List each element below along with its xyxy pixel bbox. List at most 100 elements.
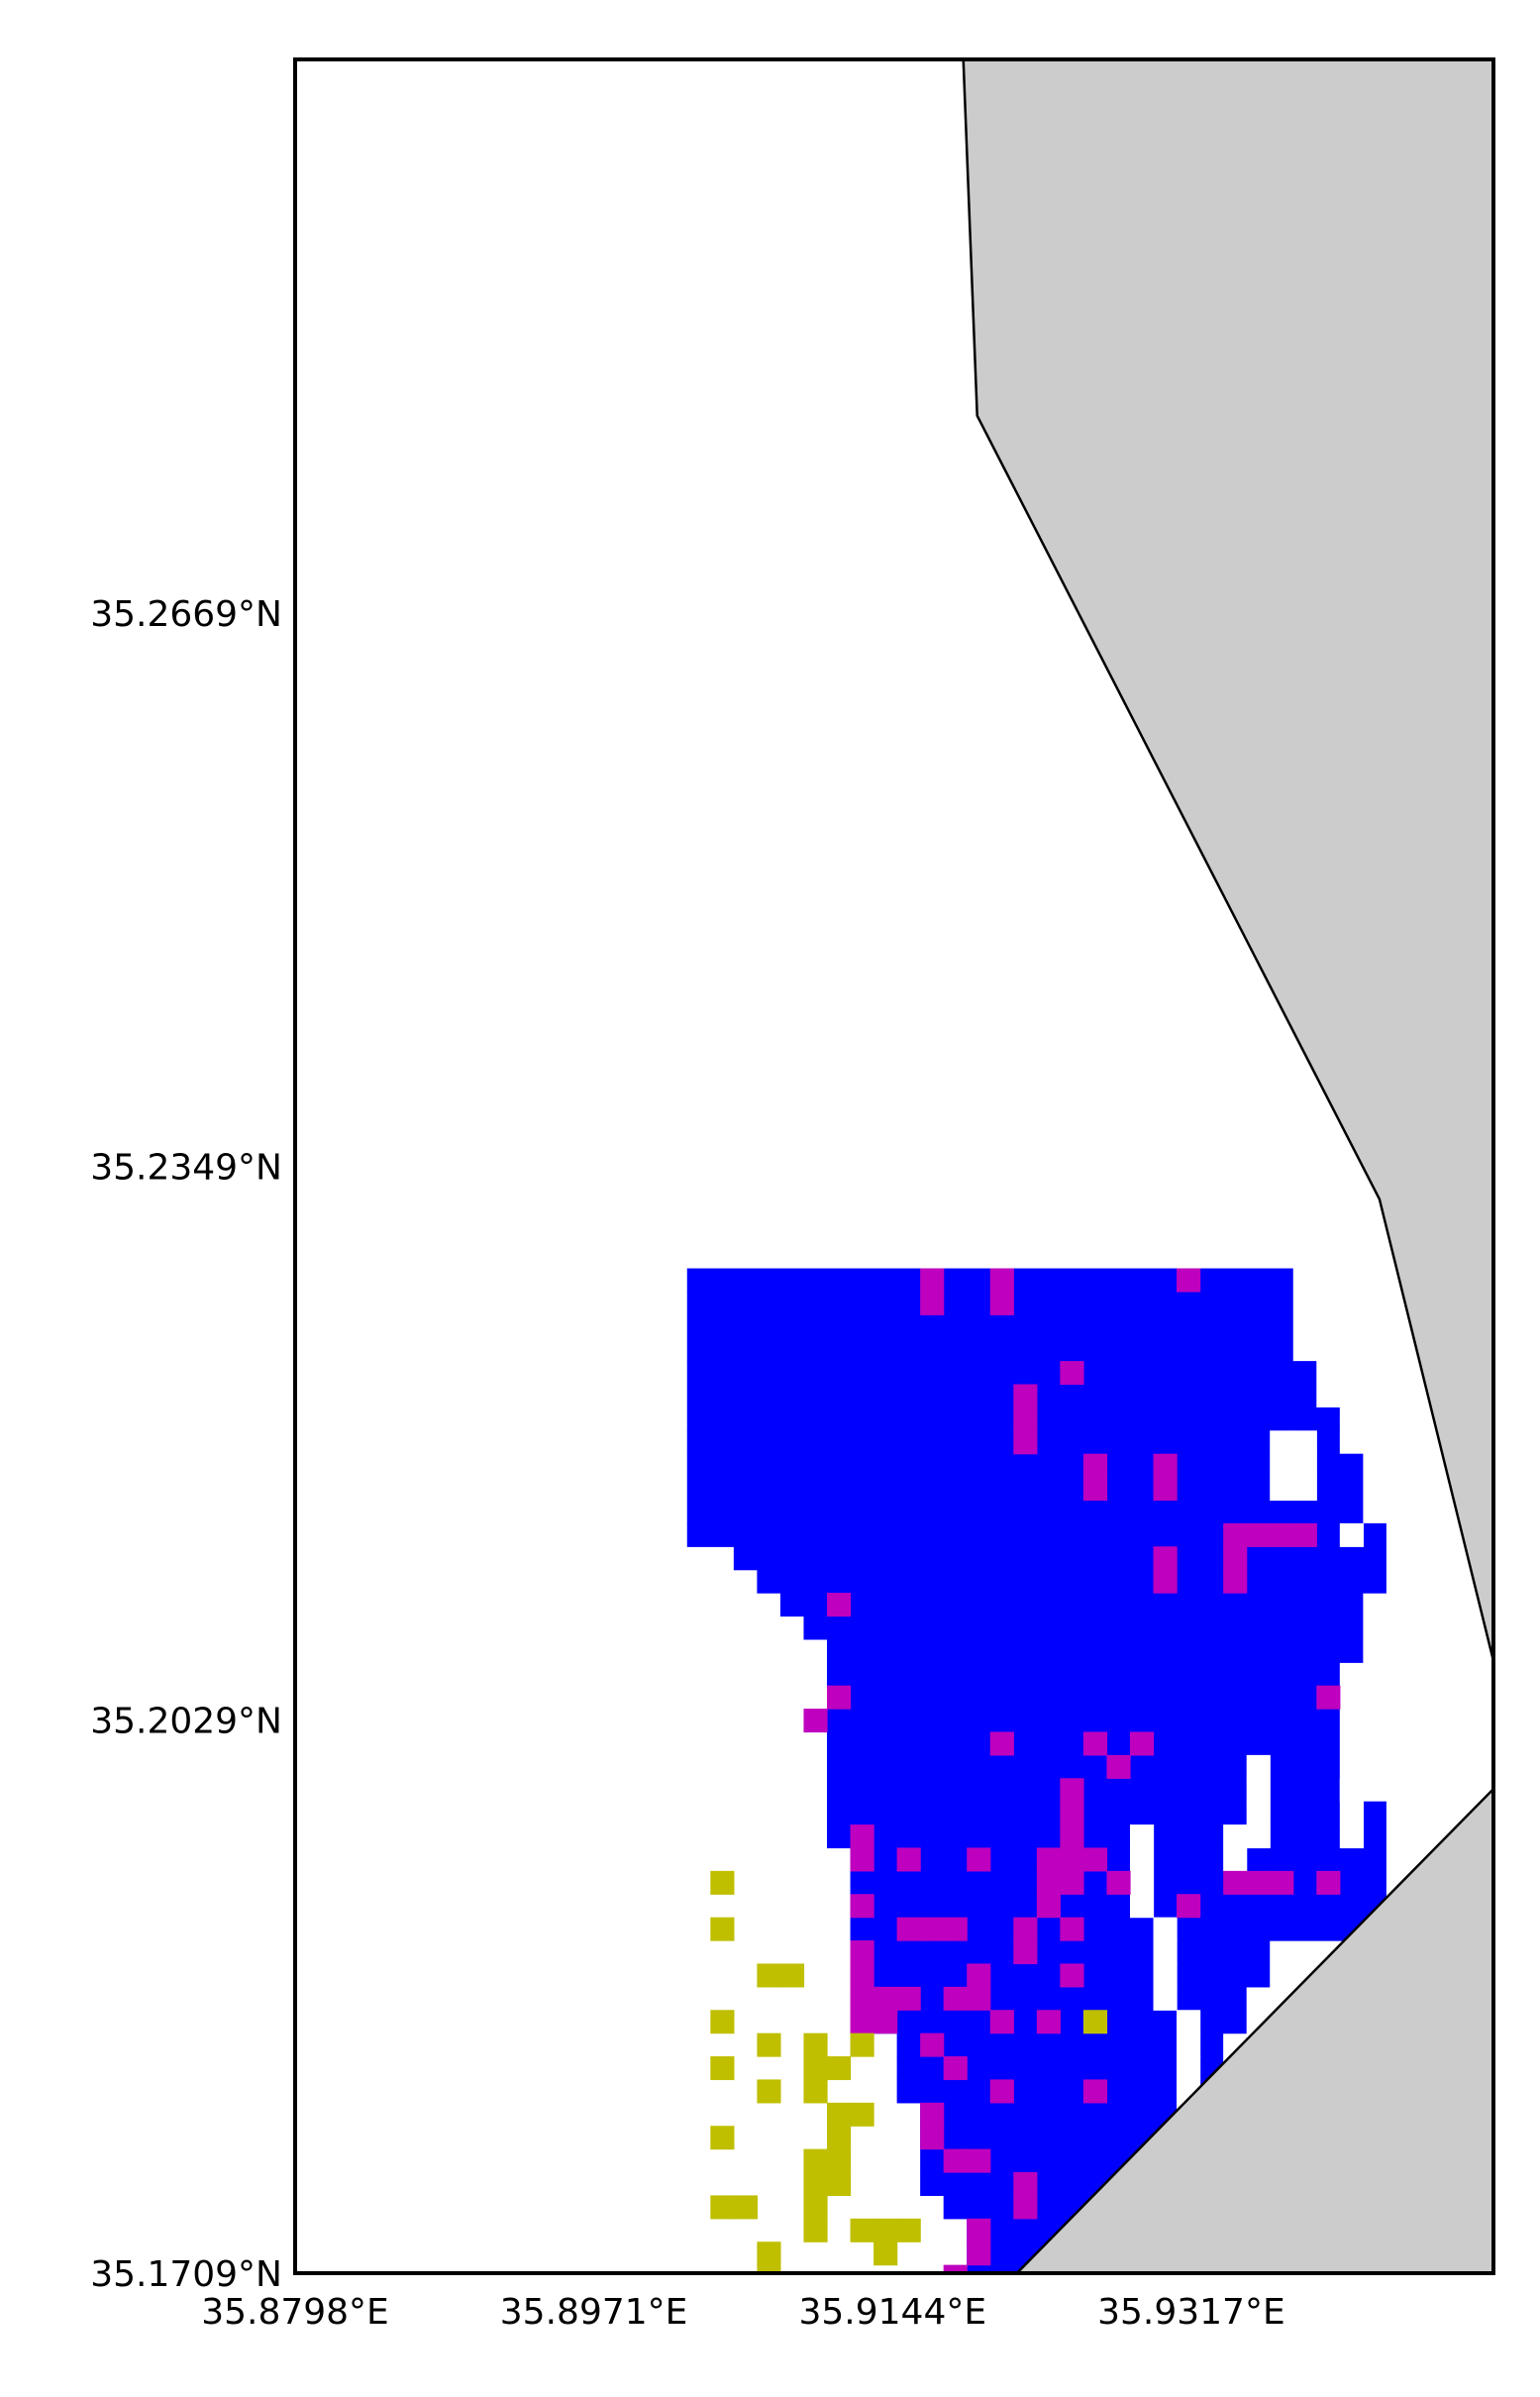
grid-cell-nodata: [1339, 1778, 1364, 1803]
grid-cell-nodata: [1153, 1963, 1178, 1988]
grid-cell-class-b: [1292, 1522, 1317, 1547]
grid-cell-class-b: [850, 1963, 874, 1988]
grid-row-class-a: [896, 2032, 1224, 2057]
grid-cell-class-c: [733, 2195, 758, 2220]
grid-cell-class-b: [1082, 2079, 1108, 2104]
grid-row-class-a: [686, 1337, 1293, 1362]
grid-cell-class-b: [873, 2010, 898, 2034]
grid-cell-class-c: [757, 2032, 781, 2057]
grid-row-class-a: [873, 1986, 1247, 2011]
grid-row-class-a: [827, 1824, 1386, 1849]
grid-cell-nodata: [1060, 2357, 1083, 2381]
grid-cell-class-b: [989, 2079, 1014, 2104]
grid-cell-nodata: [1246, 1754, 1271, 1779]
grid-cell-class-b: [967, 2218, 991, 2242]
grid-row-class-a: [686, 1453, 1364, 1478]
grid-cell-nodata: [1153, 1917, 1178, 1941]
grid-cell-class-b: [967, 1963, 991, 1988]
grid-cell-nodata: [1339, 1522, 1364, 1547]
grid-cell-class-c: [920, 2357, 944, 2381]
grid-cell-class-c: [803, 2148, 828, 2173]
grid-cell-class-b: [1060, 1778, 1084, 1803]
grid-cell-class-c: [827, 2172, 852, 2197]
grid-row-class-a: [827, 1662, 1340, 1687]
grid-cell-class-b: [850, 1894, 874, 1919]
grid-row-class-a: [827, 1685, 1340, 1710]
grid-cell-nodata: [1292, 1453, 1317, 1478]
grid-cell-nodata: [1292, 1477, 1317, 1502]
grid-row-class-a: [990, 2311, 1083, 2335]
grid-cell-class-c: [710, 1870, 735, 1895]
grid-cell-nodata: [1060, 2381, 1083, 2397]
grid-cell-class-b: [850, 1940, 874, 1965]
grid-cell-class-b: [1060, 1963, 1084, 1988]
grid-cell-class-c: [803, 2079, 828, 2104]
grid-cell-class-c: [779, 1963, 805, 1988]
grid-cell-class-b: [1082, 1477, 1108, 1502]
y-tick-label: 35.2349°N: [90, 1148, 282, 1189]
x-tick-label: 35.8971°E: [500, 2292, 688, 2333]
grid-cell-class-b: [850, 1847, 874, 1872]
grid-cell-class-b: [920, 2126, 945, 2150]
grid-cell-class-b: [1060, 1917, 1084, 1941]
grid-row-class-a: [686, 1291, 1293, 1315]
grid-cell-class-b: [1013, 2195, 1038, 2220]
grid-cell-nodata: [1129, 1847, 1155, 1872]
grid-cell-class-b: [920, 1291, 945, 1315]
grid-cell-class-c: [710, 2195, 735, 2220]
grid-cell-nodata: [1177, 2032, 1201, 2057]
grid-row-class-a: [686, 1361, 1317, 1386]
grid-row-class-a: [757, 1569, 1386, 1594]
grid-cell-class-b: [1060, 1361, 1084, 1386]
grid-cell-class-b: [1153, 1477, 1178, 1502]
grid-cell-class-b: [1153, 1569, 1178, 1594]
grid-cell-class-b: [1106, 1870, 1131, 1895]
y-tick-label: 35.1709°N: [90, 2254, 282, 2295]
grid-cell-class-b: [896, 1847, 921, 1872]
grid-cell-class-b: [827, 1685, 852, 1710]
grid-cell-class-c: [827, 2102, 852, 2127]
grid-cell-class-b: [1013, 2172, 1038, 2197]
grid-cell-class-c: [734, 2288, 758, 2312]
grid-cell-nodata: [1129, 1824, 1155, 1849]
grid-row-class-a: [990, 2335, 1061, 2358]
grid-cell-class-b: [1036, 1870, 1061, 1895]
grid-cell-class-b: [943, 1986, 968, 2011]
grid-cell-nodata: [1270, 1477, 1294, 1502]
grid-cell-nodata: [1246, 1801, 1271, 1825]
grid-row-class-a: [779, 1593, 1364, 1617]
grid-row-class-a: [686, 1384, 1317, 1408]
grid-row-class-a: [686, 1500, 1364, 1524]
grid-cell-class-b: [896, 1917, 921, 1941]
grid-cell-class-b: [920, 2032, 945, 2057]
map-frame: [293, 57, 1495, 2275]
grid-cell-class-c: [897, 2335, 921, 2358]
grid-cell-class-b: [1316, 1870, 1341, 1895]
grid-cell-class-b: [920, 1268, 945, 1293]
grid-cell-class-c: [827, 2357, 851, 2381]
grid-cell-class-b: [1060, 1801, 1084, 1825]
grid-row-class-a: [686, 1477, 1364, 1502]
grid-row-class-a: [850, 1847, 1386, 1872]
grid-cell-class-c: [873, 2241, 898, 2266]
axis-tick-labels: 35.8798°E 35.8971°E 35.9144°E 35.9317°E 35.2…: [90, 594, 1285, 2333]
grid-cell-nodata: [1339, 1801, 1364, 1825]
grid-cell-class-b: [1013, 1917, 1038, 1941]
grid-cell-class-b: [1223, 1870, 1248, 1895]
grid-cell-class-b: [896, 1986, 921, 2011]
grid-cell-class-c: [710, 1917, 735, 1941]
grid-cell-class-c: [803, 2032, 828, 2057]
grid-cell-class-c: [757, 2079, 781, 2104]
grid-cell-class-b: [1177, 1894, 1201, 1919]
grid-cell-class-b: [1060, 1870, 1084, 1895]
grid-row-class-a: [896, 2079, 1224, 2104]
grid-cell-class-c: [897, 2381, 921, 2397]
land-polygon-2: [1015, 1787, 1493, 2273]
grid-cell-class-c: [757, 2264, 781, 2273]
grid-cell-class-c: [1082, 2010, 1108, 2034]
grid-cell-class-b: [967, 2148, 991, 2173]
land-layer: [962, 59, 1493, 2273]
grid-cell-class-c: [896, 2218, 921, 2242]
grid-cell-nodata: [1270, 1430, 1294, 1455]
